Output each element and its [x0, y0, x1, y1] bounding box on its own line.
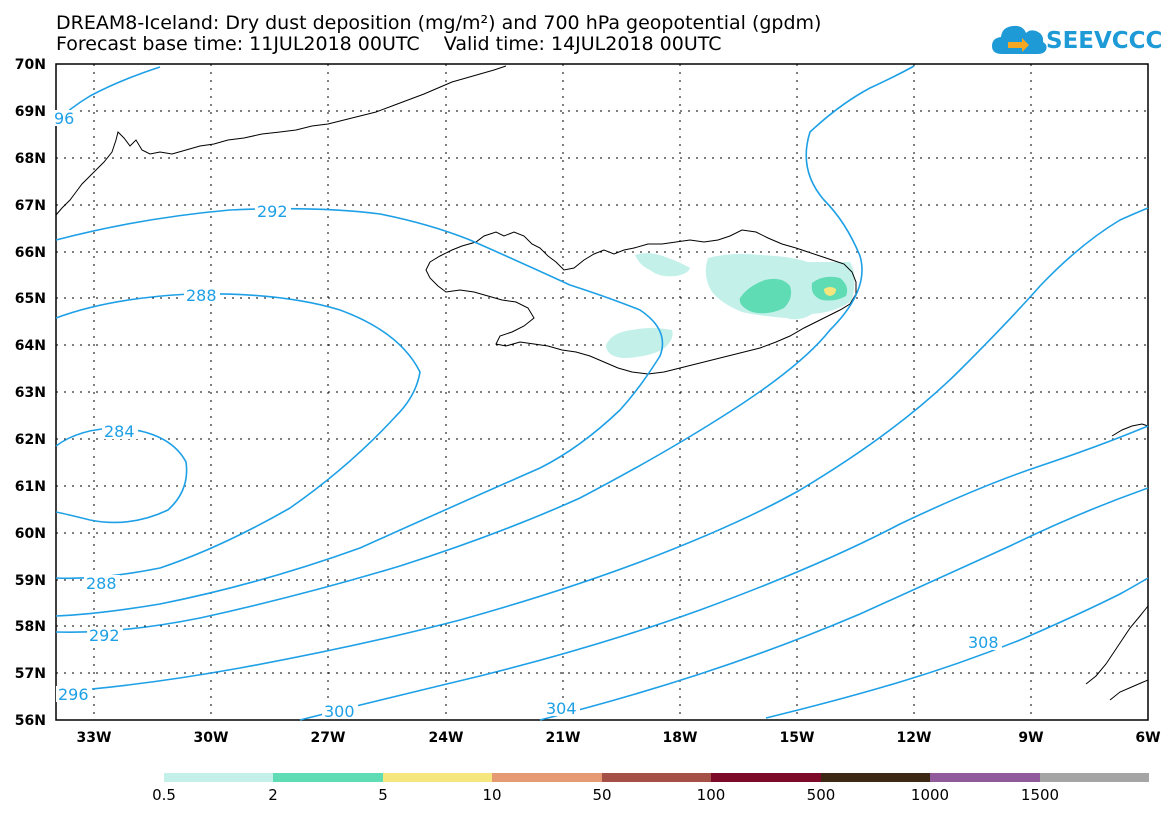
lon-label: 30W — [193, 730, 229, 746]
lat-label: 58N — [14, 619, 46, 635]
dust-deposition-shading — [606, 253, 855, 358]
logo-text: SEEVCCC — [1046, 28, 1163, 54]
contour-300 — [299, 425, 1149, 721]
colorbar-swatch — [383, 773, 492, 782]
lon-label: 33W — [76, 730, 112, 746]
lat-label: 62N — [14, 432, 46, 448]
dust-area-yellow — [824, 287, 836, 296]
lat-label: 68N — [14, 151, 46, 167]
lat-label: 69N — [14, 104, 46, 120]
map-title: DREAM8-Iceland: Dry dust deposition (mg/… — [56, 12, 822, 34]
contour-label: 292 — [257, 202, 288, 221]
lat-label: 57N — [14, 666, 46, 682]
contour-304 — [539, 487, 1149, 721]
colorbar-label: 0.5 — [152, 786, 176, 804]
colorbar-label: 100 — [696, 786, 726, 804]
seevccc-logo: SEEVCCC — [990, 20, 1162, 60]
lon-label: 24W — [428, 730, 464, 746]
colorbar-label: 5 — [378, 786, 388, 804]
contour-labels: 96 292 288 284 288 292 296 300 304 308 — [52, 109, 1002, 721]
dust-area-medium — [739, 278, 792, 314]
lat-label: 66N — [14, 245, 46, 261]
lon-label: 18W — [662, 730, 698, 746]
colorbar-label: 10 — [482, 786, 502, 804]
contour-label: 284 — [104, 422, 135, 441]
colorbar-swatch — [711, 773, 821, 782]
colorbar-swatch — [164, 773, 273, 782]
lat-label: 67N — [14, 198, 46, 214]
lat-label: 63N — [14, 385, 46, 401]
contour-308 — [765, 577, 1149, 719]
contour-label: 296 — [58, 685, 89, 704]
contour-292-north — [55, 207, 664, 617]
lon-label: 15W — [779, 730, 815, 746]
colorbar-label: 50 — [592, 786, 612, 804]
contour-296-south — [55, 207, 1149, 693]
contour-292-south — [55, 65, 915, 634]
colorbar-label: 1000 — [910, 786, 950, 804]
lat-label: 65N — [14, 291, 46, 307]
dust-area-light — [635, 253, 690, 277]
colorbar-swatch — [602, 773, 711, 782]
lon-label: 21W — [545, 730, 581, 746]
colorbar-swatch — [930, 773, 1040, 782]
coastlines — [55, 65, 1149, 701]
cloud-logo-icon — [992, 25, 1047, 54]
scotland-coast-south — [1109, 679, 1149, 701]
contour-label: 308 — [968, 633, 999, 652]
colorbar-swatch — [492, 773, 602, 782]
colorbar-swatch — [1040, 773, 1149, 782]
lat-label: 60N — [14, 526, 46, 542]
geopotential-contours — [55, 65, 1149, 721]
colorbar-label: 500 — [806, 786, 836, 804]
colorbar-swatch — [821, 773, 930, 782]
lon-label: 27W — [310, 730, 346, 746]
lat-label: 56N — [14, 713, 46, 729]
contour-label: 96 — [54, 109, 74, 128]
colorbar-label: 1500 — [1020, 786, 1060, 804]
contour-label: 300 — [324, 702, 355, 721]
contour-label: 304 — [546, 699, 577, 718]
dust-area-light — [606, 328, 673, 358]
iceland-coast — [425, 229, 857, 375]
scotland-coast — [1085, 605, 1149, 685]
contour-label: 292 — [89, 626, 120, 645]
faroe-norway-coast — [1111, 423, 1149, 437]
lat-label: 61N — [14, 479, 46, 495]
colorbar-label: 2 — [268, 786, 278, 804]
lon-label: 9W — [1018, 730, 1044, 746]
lat-label: 64N — [14, 338, 46, 354]
contour-label: 288 — [186, 286, 217, 305]
lat-label: 70N — [14, 57, 46, 73]
contour-label: 288 — [86, 574, 117, 593]
greenland-coast — [55, 65, 507, 216]
lat-label: 59N — [14, 573, 46, 589]
lon-label: 12W — [896, 730, 932, 746]
colorbar-swatch — [273, 773, 383, 782]
lon-label: 6W — [1135, 730, 1161, 746]
map-subtitle: Forecast base time: 11JUL2018 00UTC Vali… — [56, 33, 722, 55]
